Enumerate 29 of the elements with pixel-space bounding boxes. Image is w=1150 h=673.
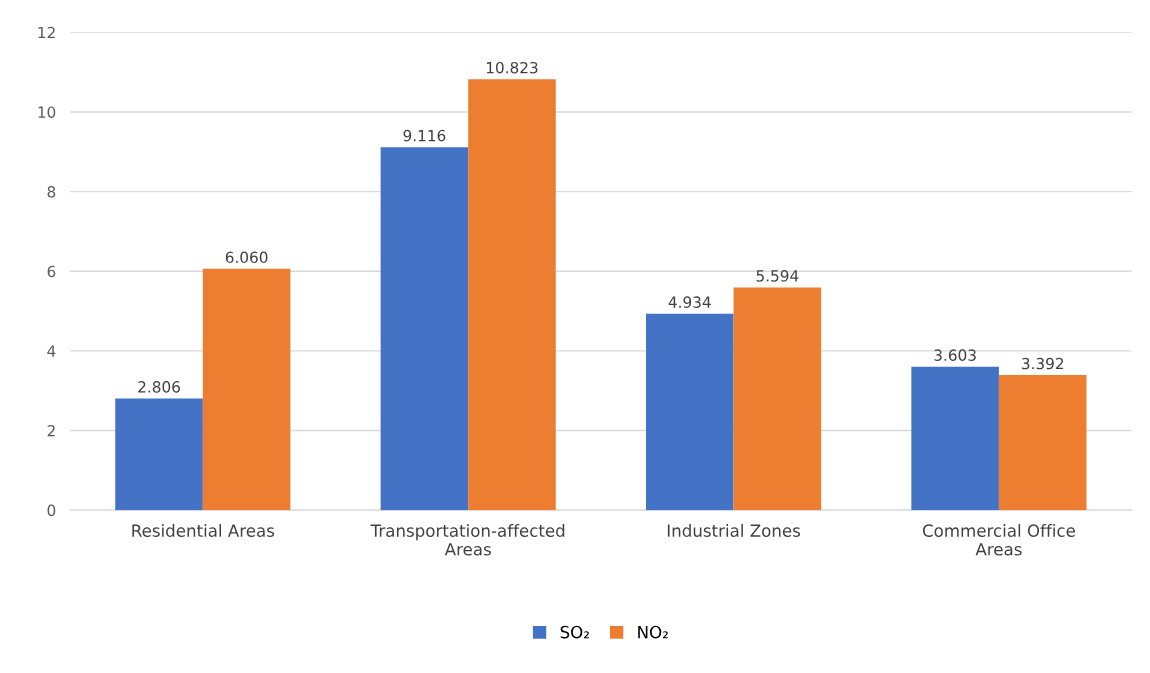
bar [468, 79, 556, 511]
y-tick-label: 8 [47, 186, 56, 198]
data-label: 9.116 [403, 129, 446, 142]
data-label: 3.603 [934, 349, 976, 361]
legend-label: SO₂ [560, 625, 589, 639]
data-label: 3.392 [1022, 357, 1064, 370]
bar [733, 287, 822, 511]
y-tick-label: 0 [47, 504, 56, 517]
x-tick-label: Commercial Office Areas [922, 524, 1075, 556]
data-label: 10.823 [486, 61, 538, 74]
bar [202, 268, 291, 511]
data-label: 5.594 [756, 270, 799, 282]
y-tick-label: 12 [38, 26, 55, 39]
bar [911, 366, 999, 511]
x-tick-label: Industrial Zones [667, 524, 801, 537]
bar [380, 147, 469, 511]
x-tick-label: Residential Areas [132, 524, 275, 537]
y-tick-label: 10 [38, 106, 56, 118]
bar [998, 375, 1087, 511]
y-tick-label: 4 [47, 345, 56, 357]
legend-label: NO₂ [638, 625, 668, 639]
y-tick-label: 2 [47, 424, 55, 437]
bar [645, 313, 734, 511]
y-tick-label: 6 [47, 265, 56, 278]
data-label: 4.934 [668, 296, 711, 308]
data-label: 6.060 [225, 251, 268, 264]
x-tick-label: Transportation-affected Areas [370, 524, 565, 556]
bar [115, 398, 203, 511]
data-label: 2.806 [138, 381, 180, 393]
